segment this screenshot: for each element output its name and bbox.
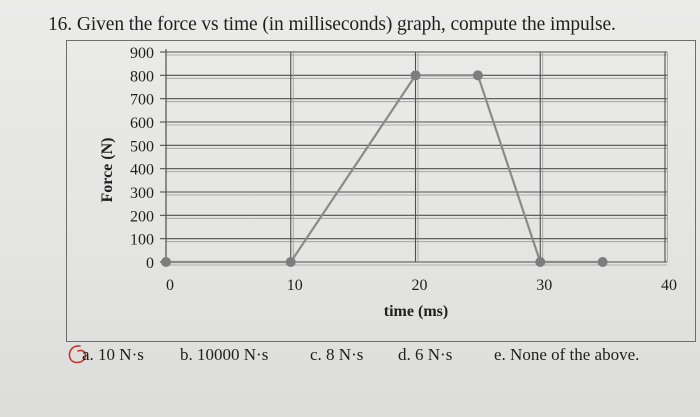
x-tick-label: 10 xyxy=(287,277,303,294)
grid xyxy=(160,49,668,266)
x-tick-label: 20 xyxy=(412,277,428,294)
data-point xyxy=(597,257,608,267)
answer-e[interactable]: e. None of the above. xyxy=(494,345,640,364)
y-tick-label: 300 xyxy=(130,185,154,202)
y-tick-label: 400 xyxy=(130,162,154,179)
data-point xyxy=(285,257,296,267)
data-point xyxy=(161,257,171,267)
answer-choices: a. 10 N·s b. 10000 N·s c. 8 N·s d. 6 N·s… xyxy=(76,345,676,367)
x-tick-label: 0 xyxy=(166,277,174,294)
y-tick-label: 100 xyxy=(130,232,154,249)
question-text: 16. Given the force vs time (in millisec… xyxy=(48,14,616,35)
y-tick-label: 600 xyxy=(130,115,154,132)
y-tick-label: 700 xyxy=(130,92,154,109)
y-tick-label: 0 xyxy=(146,255,154,272)
x-axis-label: time (ms) xyxy=(384,303,448,320)
data-point xyxy=(535,257,546,267)
answer-a[interactable]: a. 10 N·s xyxy=(82,345,144,364)
y-tick-label: 800 xyxy=(130,68,154,85)
x-tick-labels: 0 10 20 30 40 xyxy=(166,277,677,294)
series-line xyxy=(166,74,603,264)
x-tick-label: 40 xyxy=(661,277,677,294)
circle-mark-icon xyxy=(68,345,87,364)
y-tick-label: 900 xyxy=(130,45,154,62)
data-point xyxy=(472,70,483,81)
y-tick-label: 200 xyxy=(130,208,154,225)
answer-b[interactable]: b. 10000 N·s xyxy=(180,345,269,364)
figure-border xyxy=(66,40,696,342)
y-tick-labels: 0 100 200 300 400 500 600 700 800 900 xyxy=(130,45,154,272)
force-time-chart: 0 100 200 300 400 500 600 700 800 900 0 10 20 30 40 F… xyxy=(99,45,677,320)
x-tick-label: 30 xyxy=(536,277,552,294)
y-axis-label: Force (N) xyxy=(99,138,116,203)
answer-c[interactable]: c. 8 N·s xyxy=(310,345,364,364)
y-tick-label: 500 xyxy=(130,138,154,155)
series xyxy=(161,70,608,267)
data-point xyxy=(410,70,421,81)
answer-d[interactable]: d. 6 N·s xyxy=(398,345,453,364)
